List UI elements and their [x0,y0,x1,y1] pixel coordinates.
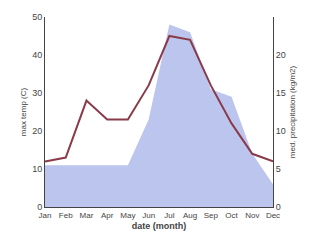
svg-text:20: 20 [276,50,286,60]
svg-text:Nov: Nov [245,211,259,220]
svg-text:20: 20 [32,126,42,136]
svg-text:Feb: Feb [59,211,73,220]
svg-text:max temp (C): max temp (C) [19,87,28,136]
svg-text:Jul: Jul [164,211,174,220]
svg-text:15: 15 [276,88,286,98]
svg-text:Jan: Jan [39,211,52,220]
svg-text:Apr: Apr [101,211,114,220]
svg-text:Dec: Dec [266,211,280,220]
svg-text:Aug: Aug [183,211,197,220]
svg-text:Jun: Jun [142,211,155,220]
svg-text:date (month): date (month) [132,221,187,231]
svg-text:Mar: Mar [80,211,94,220]
svg-text:0: 0 [37,202,42,212]
svg-text:Oct: Oct [225,211,238,220]
svg-text:10: 10 [276,126,286,136]
svg-text:5: 5 [276,164,281,174]
svg-text:30: 30 [32,88,42,98]
svg-text:Sep: Sep [204,211,219,220]
svg-text:10: 10 [32,164,42,174]
svg-text:med. precipitation (kg/m2): med. precipitation (kg/m2) [288,65,297,158]
svg-text:40: 40 [32,50,42,60]
svg-text:0: 0 [276,202,281,212]
svg-text:50: 50 [32,12,42,22]
svg-text:May: May [120,211,135,220]
